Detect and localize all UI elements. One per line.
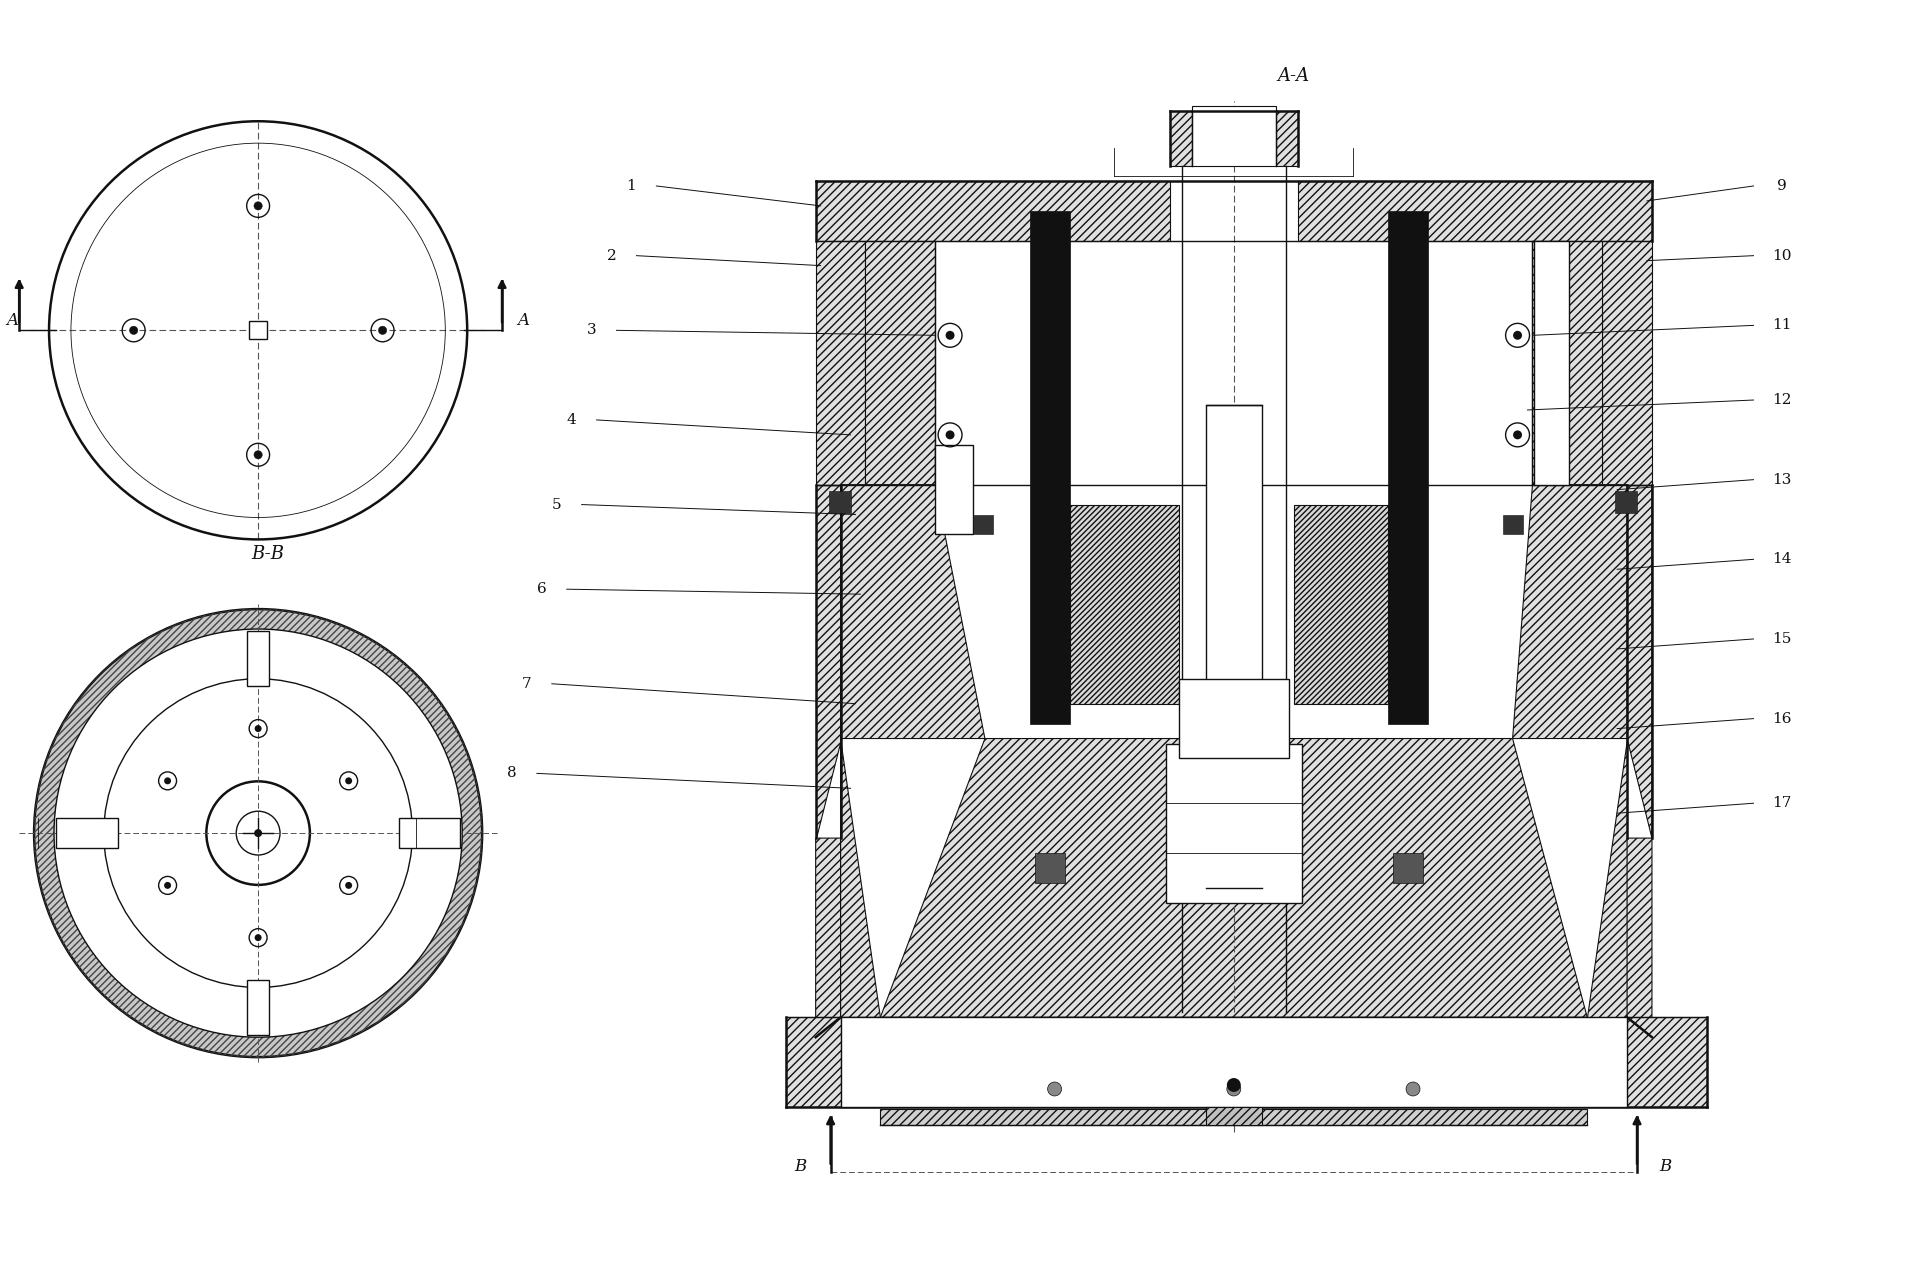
Bar xyxy=(398,818,459,848)
Polygon shape xyxy=(841,484,984,738)
Circle shape xyxy=(1513,331,1523,340)
Text: A: A xyxy=(517,312,529,329)
Text: 12: 12 xyxy=(1772,393,1791,407)
Circle shape xyxy=(255,450,262,459)
Bar xyxy=(1179,679,1289,758)
Bar xyxy=(1206,1107,1262,1125)
Bar xyxy=(1031,211,1069,723)
Bar xyxy=(936,445,973,535)
Text: B-B: B-B xyxy=(251,545,284,564)
Circle shape xyxy=(255,934,262,942)
Circle shape xyxy=(946,331,955,340)
Text: 3: 3 xyxy=(587,324,596,337)
Text: 7: 7 xyxy=(523,676,533,690)
Text: 8: 8 xyxy=(508,766,517,780)
Text: 11: 11 xyxy=(1772,319,1791,332)
Bar xyxy=(1388,211,1428,723)
Bar xyxy=(247,631,268,686)
Polygon shape xyxy=(1513,484,1627,738)
Bar xyxy=(247,981,268,1035)
Text: 10: 10 xyxy=(1772,249,1791,263)
Bar xyxy=(841,1018,1627,1107)
Circle shape xyxy=(946,430,955,440)
Polygon shape xyxy=(1627,838,1652,1038)
Bar xyxy=(1034,853,1065,882)
Bar xyxy=(1293,504,1388,704)
Polygon shape xyxy=(880,738,1586,1018)
Bar xyxy=(1615,490,1637,512)
Circle shape xyxy=(1048,1082,1062,1096)
Text: 15: 15 xyxy=(1772,632,1791,646)
Circle shape xyxy=(164,882,172,889)
Polygon shape xyxy=(1627,484,1652,838)
Polygon shape xyxy=(1602,240,1652,484)
Text: 14: 14 xyxy=(1772,552,1791,566)
Circle shape xyxy=(1227,1078,1241,1092)
Polygon shape xyxy=(816,240,865,484)
Circle shape xyxy=(35,609,483,1057)
Polygon shape xyxy=(865,240,936,484)
Text: A-A: A-A xyxy=(1278,67,1310,86)
Bar xyxy=(1166,743,1301,902)
Text: 9: 9 xyxy=(1776,179,1787,193)
Bar xyxy=(249,321,266,339)
Bar xyxy=(1627,1018,1706,1107)
Bar xyxy=(1069,504,1179,704)
Text: 6: 6 xyxy=(537,583,546,597)
Circle shape xyxy=(378,326,386,335)
Polygon shape xyxy=(816,181,1170,240)
Circle shape xyxy=(255,829,262,837)
Text: B: B xyxy=(1658,1158,1671,1176)
Bar xyxy=(1193,106,1276,166)
Bar xyxy=(973,514,992,535)
Bar xyxy=(880,1109,1586,1125)
Bar xyxy=(56,818,118,848)
Bar xyxy=(1170,111,1193,166)
Polygon shape xyxy=(1532,240,1602,484)
Circle shape xyxy=(345,777,351,785)
Bar xyxy=(1393,853,1422,882)
Circle shape xyxy=(129,326,137,335)
Text: B: B xyxy=(795,1158,807,1176)
Text: 16: 16 xyxy=(1772,712,1791,726)
Polygon shape xyxy=(1297,181,1652,240)
Circle shape xyxy=(164,777,172,785)
Text: A: A xyxy=(6,312,17,329)
Circle shape xyxy=(255,202,262,210)
Text: 2: 2 xyxy=(606,249,616,263)
Polygon shape xyxy=(816,484,841,838)
Text: 13: 13 xyxy=(1772,473,1791,487)
Bar xyxy=(1503,514,1523,535)
Bar xyxy=(828,490,851,512)
Polygon shape xyxy=(1586,738,1627,1018)
Text: 5: 5 xyxy=(552,498,562,512)
Bar xyxy=(1276,111,1297,166)
Circle shape xyxy=(1513,430,1523,440)
Text: 4: 4 xyxy=(567,413,577,427)
Bar xyxy=(1534,240,1569,484)
Text: 17: 17 xyxy=(1772,796,1791,810)
Text: 1: 1 xyxy=(627,179,637,193)
Circle shape xyxy=(255,726,262,732)
Circle shape xyxy=(345,882,351,889)
Circle shape xyxy=(54,629,461,1038)
Bar xyxy=(786,1018,841,1107)
Polygon shape xyxy=(841,738,880,1018)
Bar xyxy=(1206,404,1262,887)
Circle shape xyxy=(1407,1082,1420,1096)
Polygon shape xyxy=(816,838,841,1038)
Circle shape xyxy=(1227,1082,1241,1096)
